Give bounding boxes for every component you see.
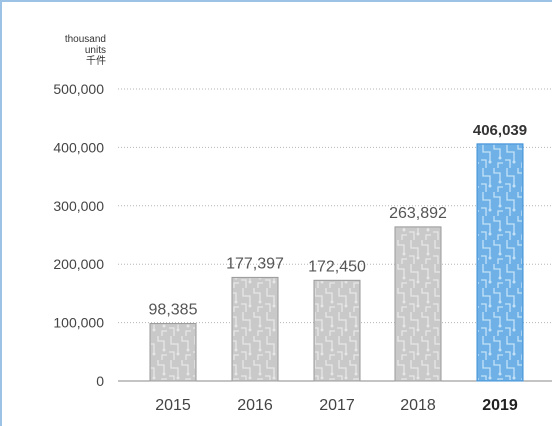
y-tick-label: 300,000	[53, 198, 104, 214]
y-tick-label: 400,000	[53, 139, 104, 155]
x-tick-label-2018: 2018	[400, 397, 436, 414]
x-tick-label-2019: 2019	[482, 397, 518, 414]
unit-label-en: thousand units	[64, 34, 106, 56]
value-label-2015: 98,385	[149, 302, 198, 319]
bar-pattern	[478, 144, 522, 380]
unit-label-zh: 千件	[86, 56, 106, 67]
bar-pattern	[233, 278, 277, 380]
x-tick-label-2015: 2015	[155, 397, 191, 414]
bar-pattern	[151, 324, 195, 380]
value-label-2019: 406,039	[473, 122, 527, 139]
y-tick-label: 500,000	[53, 81, 104, 97]
bar-pattern	[396, 227, 440, 380]
unit-label: thousand units 千件	[40, 34, 106, 67]
y-tick-label: 200,000	[53, 256, 104, 272]
value-label-2016: 177,397	[226, 255, 284, 272]
y-tick-label: 0	[96, 373, 104, 389]
value-label-2017: 172,450	[308, 258, 366, 275]
x-tick-label-2016: 2016	[237, 397, 273, 414]
y-tick-label: 100,000	[53, 315, 104, 331]
x-tick-label-2017: 2017	[319, 397, 355, 414]
bar-pattern	[315, 281, 359, 380]
value-label-2018: 263,892	[389, 205, 447, 222]
